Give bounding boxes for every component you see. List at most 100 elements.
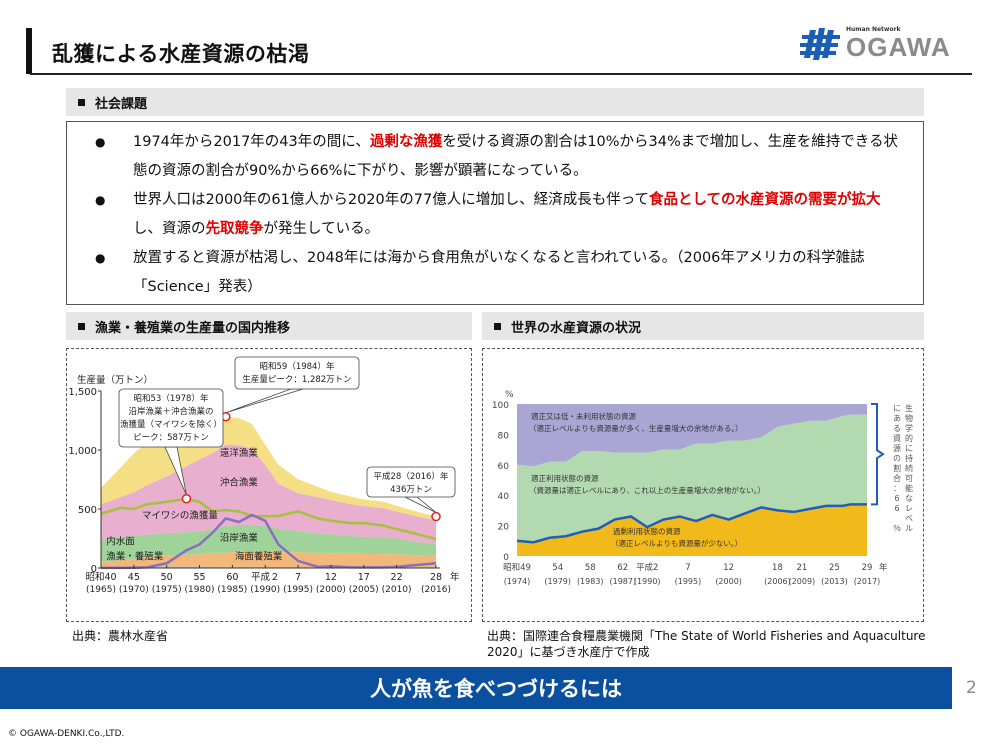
area-沿岸漁業 (101, 525, 436, 563)
x-tick-label: 昭和40 (85, 572, 116, 583)
bracket-label-char: 学 (905, 423, 913, 433)
x-tick-sublabel: (1995) (675, 577, 702, 586)
social-issues-heading-text: 社会課題 (95, 96, 148, 112)
x-tick-label: 62 (617, 563, 628, 573)
callout-pointer (225, 388, 304, 414)
x-tick-sublabel: (2005) (349, 585, 379, 595)
right-chart-source: 出典：国際連合食糧農業機関「The State of World Fisheri… (487, 629, 926, 659)
y-tick-label: 100 (492, 401, 509, 411)
x-tick-sublabel: (1983) (577, 577, 604, 586)
x-tick-label: 54 (552, 563, 563, 573)
x-tick-sublabel: (2006) (764, 577, 791, 586)
bracket-label-char: な (905, 494, 913, 503)
x-tick-sublabel: (2009) (789, 577, 816, 586)
domestic-production-heading-text: 漁業・養殖業の生産量の国内推移 (95, 320, 291, 336)
y-tick-label: 0 (503, 553, 509, 563)
square-bullet-icon (78, 98, 85, 106)
bracket-label-char: ％ (893, 524, 901, 533)
series-label: 漁業・養殖業 (106, 550, 164, 562)
bracket-label-char: の (893, 454, 901, 463)
x-axis-unit: 年 (450, 571, 460, 583)
sustainable-bracket (871, 403, 885, 506)
x-tick-label: 28 (430, 572, 442, 583)
domestic-production-chart-frame: 0 500 1,000 1,500 生産量（万トン） 昭和40 (1965) 45 (1970)… (66, 348, 472, 622)
bracket-label-char: る (893, 424, 901, 433)
y-tick-label: 500 (78, 505, 97, 516)
series-label: 遠洋漁業 (220, 447, 259, 459)
bullet-icon: ● (95, 193, 106, 207)
bracket-label-char: ベ (905, 514, 913, 523)
logo-wordmark: OGAWA (846, 32, 951, 62)
x-tick-sublabel: (1985) (217, 585, 247, 595)
y-tick-label: 1,000 (68, 446, 97, 457)
bracket-label-char: あ (893, 414, 901, 423)
x-tick-label: 7 (685, 563, 690, 573)
issue-text: し、資源の (133, 221, 206, 237)
x-tick-label: 7 (295, 572, 301, 583)
series-label: 沖合漁業 (220, 476, 259, 488)
callout-text: ピーク：587万トン (133, 433, 209, 443)
callout-text: 漁獲量（マイワシを除く） (120, 419, 222, 430)
x-tick-sublabel: (1974) (504, 577, 531, 586)
coastal-offshore-line (100, 497, 437, 541)
page-number: 2 (966, 678, 977, 698)
social-issues-list: ● 1974年から2017年の43年の間に、過剰な漁獲を受ける資源の割合は10%か… (66, 121, 924, 305)
square-bullet-icon (78, 322, 85, 330)
x-tick-sublabel: (2017) (854, 577, 881, 586)
issue-item: ● 1974年から2017年の43年の間に、過剰な漁獲を受ける資源の割合は10%か… (93, 128, 923, 186)
bracket-label-char: 物 (905, 413, 913, 423)
x-tick-label: 平成２ (251, 571, 280, 583)
callout-box (366, 466, 456, 498)
social-issues-heading: 社会課題 (66, 88, 924, 116)
emphasis-text: 過剰な漁獲 (369, 134, 443, 150)
issue-text: を受ける資源の割合は10%から34%まで増加し、生産を維持できる状態の資源の割合… (133, 134, 898, 179)
title-accent-bar (26, 28, 32, 74)
bracket-label-char: 的 (905, 433, 913, 443)
y-tick-label: 20 (498, 523, 510, 533)
y-axis-unit: % (505, 390, 514, 400)
x-tick-label: 60 (226, 572, 238, 583)
bullet-icon: ● (95, 251, 106, 265)
bracket-label-char: に (893, 404, 901, 413)
x-tick-sublabel: (1965) (86, 585, 116, 595)
series-note: （適正レベルよりも資源量が少ない。） (611, 538, 742, 548)
callout-text: 昭和59（1984）年 (260, 361, 335, 372)
x-tick-label: 22 (391, 572, 403, 583)
peak-marker (431, 511, 441, 522)
bracket-label-char: ル (905, 524, 913, 533)
callout-text: 沿岸漁業＋沖合漁業の (128, 406, 213, 417)
x-tick-sublabel: (2016) (421, 585, 451, 595)
y-tick-label: 60 (498, 462, 510, 472)
y-axis-title: 生産量（万トン） (77, 374, 153, 386)
x-tick-sublabel: (1990) (634, 577, 661, 586)
x-tick-label: 昭和49 (503, 563, 531, 573)
world-resources-heading-text: 世界の水産資源の状況 (511, 320, 642, 336)
series-label: 過剰利用状態の資源 (613, 526, 681, 536)
x-tick-label: 平成2 (636, 562, 658, 573)
y-tick-label: 80 (498, 431, 510, 441)
area-沖合漁業 (101, 444, 436, 544)
area-適正又は低・未利用状態の資源 (517, 404, 867, 467)
peak-marker (181, 493, 192, 504)
callout-box (118, 388, 224, 448)
callout-text: 436万トン (390, 485, 432, 495)
series-label: 海面養殖業 (235, 551, 283, 563)
bracket-label-char: 合 (893, 473, 901, 483)
bracket-label-char: 続 (905, 463, 913, 473)
series-label: 内水面 (106, 535, 135, 547)
overfished-line (516, 503, 867, 544)
bullet-icon: ● (95, 135, 106, 149)
callout-text: 平成28（2016）年 (374, 471, 449, 482)
sardine-line (101, 513, 437, 570)
issue-item: ● 放置すると資源が枯渇し、2048年には海から食用魚がいなくなると言われている。… (93, 244, 923, 302)
copyright: © OGAWA-DENKI.Co.,LTD. (8, 729, 125, 739)
x-tick-label: 21 (796, 563, 807, 573)
y-tick-label: 0 (91, 564, 97, 575)
series-note: （適正レベルよりも資源量が多く、生産量増大の余地がある。） (529, 423, 743, 433)
bracket-label-char: 資 (893, 433, 901, 443)
world-resources-chart-frame: 0 20 40 60 80 100% 昭和49 (1974) 54 (1979) 58 (1983) 6… (482, 348, 924, 622)
x-tick-sublabel: (1987) (610, 577, 637, 586)
x-tick-label: 55 (193, 572, 205, 583)
x-tick-sublabel: (2000) (715, 577, 742, 586)
